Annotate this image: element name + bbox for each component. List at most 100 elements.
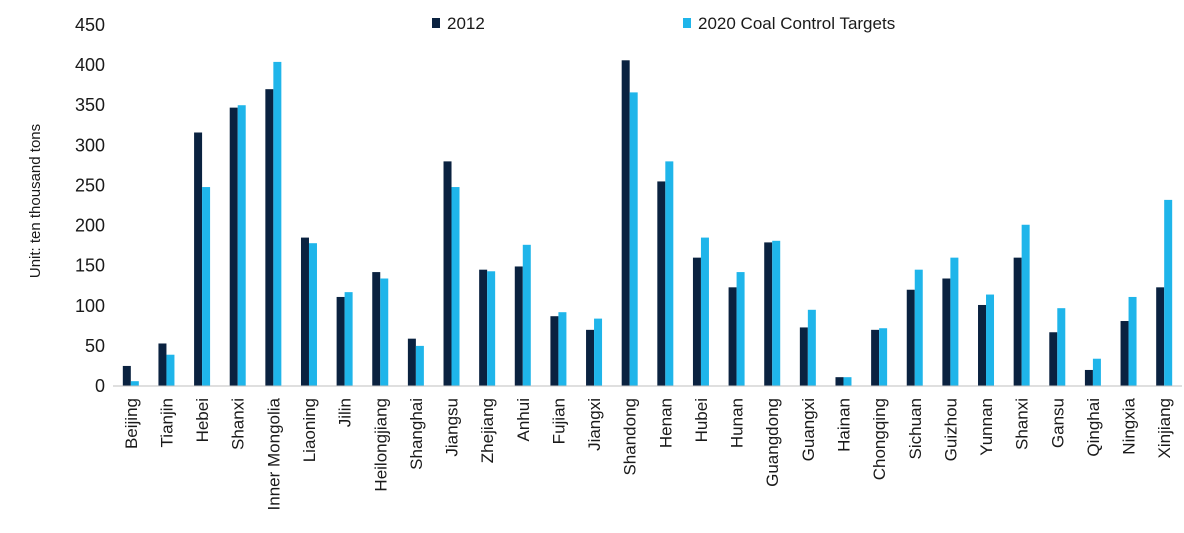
x-tick-label: Shanxi: [229, 398, 248, 450]
y-tick-label: 150: [75, 256, 105, 276]
bar-series-2020-target-shanxi: [1021, 224, 1030, 386]
bar-series-2012-ningxia: [1120, 321, 1129, 386]
y-axis-title-group: Unit: ten thousand tons: [27, 124, 44, 278]
x-tick-label: Jiangxi: [585, 398, 604, 451]
bar-series-2012-xinjiang: [1156, 287, 1165, 386]
x-tick-label: Hainan: [834, 398, 853, 452]
bar-series-2012-shanxi: [229, 107, 238, 386]
x-tick-label: Zhejiang: [478, 398, 497, 463]
bar-series-2020-target-heilongjiang: [380, 278, 389, 386]
bar-series-2012-liaoning: [300, 237, 309, 386]
y-axis-title: Unit: ten thousand tons: [27, 124, 44, 278]
x-tick-label: Jilin: [336, 398, 355, 427]
x-tick-label: Hebei: [193, 398, 212, 442]
x-tick-label: Sichuan: [906, 398, 925, 459]
bar-series-2020-target-chongqing: [879, 328, 888, 386]
x-tick-label: Guangxi: [799, 398, 818, 461]
x-tick-label: Tianjin: [157, 398, 176, 447]
y-tick-label: 350: [75, 95, 105, 115]
bar-series-2020-target-tianjin: [166, 354, 175, 386]
y-axis-ticks: 0 50 100 150 200 250 300 350 400 450: [75, 15, 105, 396]
bar-series-2012-sichuan: [906, 289, 915, 386]
bar-series-2012-shanxi: [1013, 257, 1022, 386]
bar-series-2012-hebei: [194, 132, 203, 386]
bar-series-2020-target-hunan: [736, 272, 745, 386]
bar-series-2012-inner-mongolia: [265, 89, 274, 386]
x-tick-label: Fujian: [549, 398, 568, 444]
x-tick-label: Beijing: [122, 398, 141, 449]
x-tick-label: Inner Mongolia: [264, 397, 283, 510]
x-tick-label: Shanxi: [1013, 398, 1032, 450]
y-tick-label: 300: [75, 135, 105, 155]
x-tick-label: Guizhou: [941, 398, 960, 461]
bar-series-2012-hubei: [692, 257, 701, 386]
legend-swatch: [683, 18, 691, 28]
y-tick-label: 450: [75, 15, 105, 35]
bar-series-2020-target-henan: [665, 161, 674, 386]
bar-series-2012-guangdong: [764, 242, 773, 386]
bar-series-2012-jiangxi: [586, 329, 595, 386]
bar-series-2012-tianjin: [158, 343, 167, 386]
bar-series-2020-target-jilin: [344, 292, 353, 386]
x-tick-label: Guangdong: [763, 398, 782, 487]
legend-label: 2012: [447, 14, 485, 33]
bars: [122, 60, 1173, 387]
y-tick-label: 50: [85, 336, 105, 356]
bar-series-2012-qinghai: [1084, 369, 1093, 386]
y-tick-label: 100: [75, 296, 105, 316]
x-tick-label: Hunan: [728, 398, 747, 448]
bar-series-2020-target-ningxia: [1128, 296, 1137, 386]
bar-series-2012-jiangsu: [443, 161, 452, 386]
x-tick-label: Heilongjiang: [371, 398, 390, 492]
x-tick-label: Yunnan: [977, 398, 996, 456]
bar-series-2020-target-inner-mongolia: [273, 61, 282, 386]
x-tick-label: Shandong: [621, 398, 640, 476]
bar-series-2012-jilin: [336, 296, 345, 386]
bar-series-2020-target-liaoning: [308, 243, 317, 386]
bar-series-2020-target-qinghai: [1092, 358, 1101, 386]
bar-series-2012-heilongjiang: [372, 272, 381, 386]
bar-series-2012-yunnan: [978, 304, 987, 386]
bar-series-2020-target-hubei: [700, 237, 709, 386]
bar-series-2020-target-jiangxi: [594, 318, 603, 386]
bar-series-2020-target-guizhou: [950, 257, 959, 386]
bar-series-2020-target-shanxi: [237, 105, 246, 386]
bar-series-2020-target-fujian: [558, 312, 567, 386]
x-tick-label: Liaoning: [300, 398, 319, 462]
x-axis-labels: Beijing Tianjin Hebei Shanxi Inner Mongolia L…: [122, 397, 1174, 510]
y-tick-label: 0: [95, 376, 105, 396]
y-tick-label: 250: [75, 175, 105, 195]
bar-series-2020-target-xinjiang: [1164, 199, 1173, 386]
bar-series-2012-anhui: [514, 266, 523, 386]
bar-series-2020-target-guangxi: [807, 309, 816, 386]
bar-series-2012-zhejiang: [479, 269, 488, 386]
bar-series-2012-guangxi: [799, 327, 808, 386]
bar-series-2020-target-anhui: [522, 244, 531, 386]
y-tick-label: 200: [75, 216, 105, 236]
y-tick-label: 400: [75, 55, 105, 75]
bar-series-2020-target-shandong: [629, 92, 638, 387]
bar-series-2020-target-jiangsu: [451, 187, 460, 386]
x-tick-label: Ningxia: [1120, 397, 1139, 454]
bar-series-2020-target-yunnan: [986, 294, 995, 386]
bar-series-2020-target-guangdong: [772, 240, 781, 386]
x-tick-label: Hubei: [692, 398, 711, 442]
bar-series-2020-target-sichuan: [914, 269, 923, 386]
bar-series-2020-target-shanghai: [415, 345, 424, 386]
x-tick-label: Gansu: [1048, 398, 1067, 448]
x-tick-label: Shanghai: [407, 398, 426, 470]
x-tick-label: Qinghai: [1084, 398, 1103, 457]
bar-series-2012-hunan: [728, 287, 737, 386]
bar-series-2020-target-zhejiang: [487, 271, 496, 386]
bar-series-2012-hainan: [835, 377, 844, 386]
bar-series-2012-fujian: [550, 316, 559, 386]
legend-label: 2020 Coal Control Targets: [698, 14, 895, 33]
bar-series-2020-target-gansu: [1057, 308, 1066, 386]
bar-series-2012-beijing: [122, 365, 131, 386]
bar-series-2020-target-hainan: [843, 377, 852, 386]
bar-series-2020-target-hebei: [202, 187, 211, 386]
x-tick-label: Anhui: [514, 398, 533, 441]
bar-series-2012-shanghai: [407, 338, 416, 386]
legend-swatch: [432, 18, 440, 28]
